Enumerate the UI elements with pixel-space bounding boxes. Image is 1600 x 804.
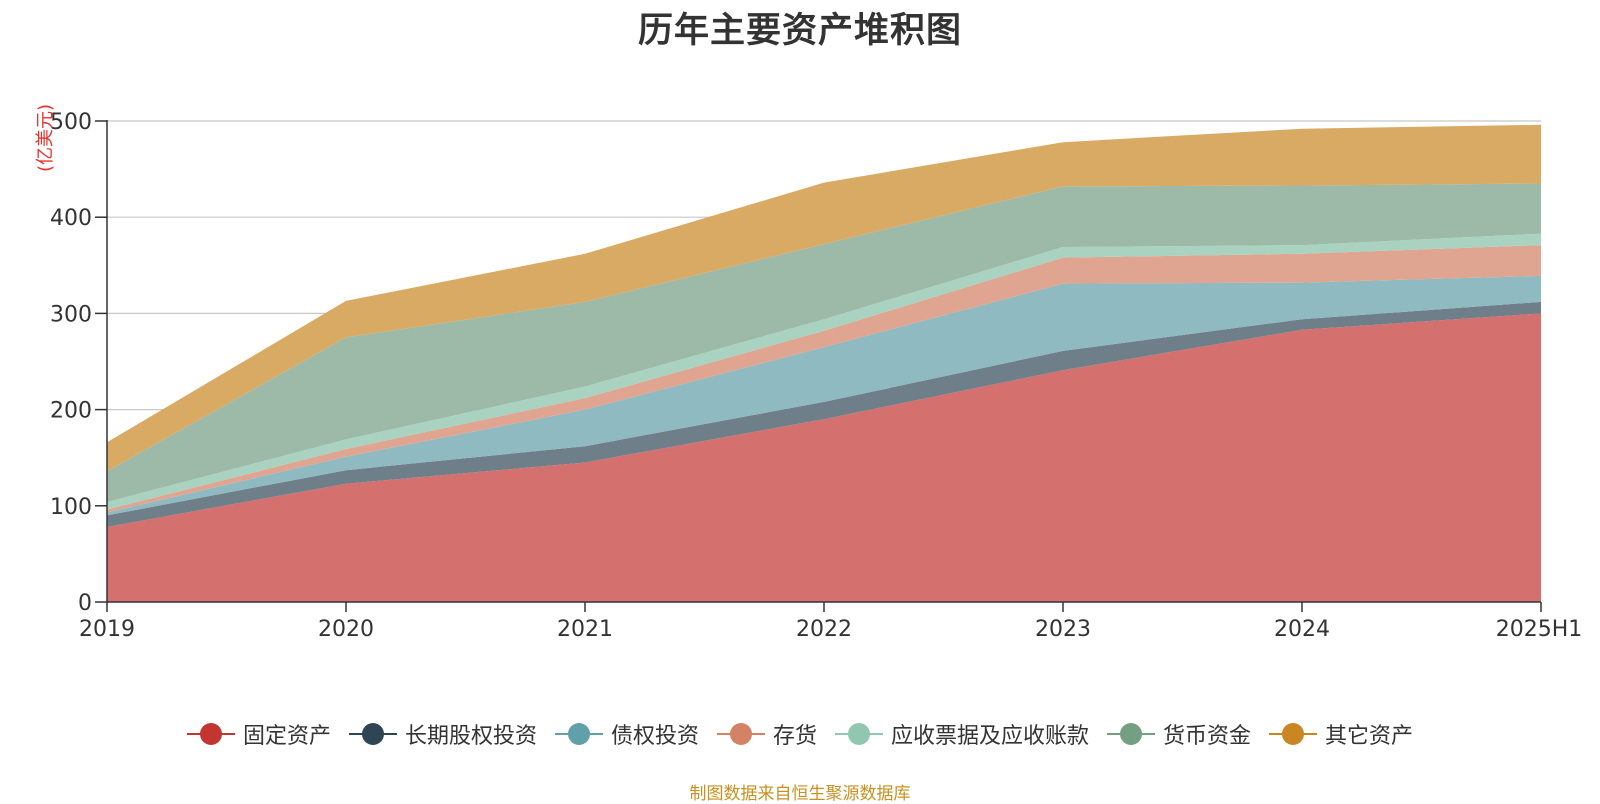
x-tick-label: 2022 [796,617,852,642]
y-axis-unit-label: (亿美元) [35,104,56,172]
y-tick-label: 300 [50,302,92,327]
legend-item-4[interactable]: 应收票据及应收账款 [835,718,1089,750]
legend-marker-icon [554,722,603,746]
legend-item-1[interactable]: 长期股权投资 [348,718,537,750]
legend-label: 固定资产 [242,724,331,749]
legend-marker-icon [348,722,397,746]
y-tick-label: 0 [78,591,92,616]
legend-item-5[interactable]: 货币资金 [1107,718,1251,750]
legend-label: 应收票据及应收账款 [891,724,1090,749]
legend-marker-icon [186,722,235,746]
legend-item-3[interactable]: 存货 [716,718,817,750]
area-series-0[interactable] [107,313,1541,602]
y-tick-label: 100 [50,495,92,520]
x-tick-label: 2020 [318,617,374,642]
legend-marker-icon [1107,722,1156,746]
x-tick-label: 2024 [1274,617,1330,642]
area-series [107,124,1541,602]
area-series-2[interactable] [107,275,1541,516]
legend-marker-icon [716,722,765,746]
tick-labels: 0 100 200 300 400 500 2019 2020 2021 2022 2023 2024… [35,104,1582,642]
area-series-6[interactable] [107,124,1541,472]
legend-label: 存货 [772,724,817,749]
legend-label: 其它资产 [1325,724,1414,749]
area-series-1[interactable] [107,301,1541,527]
area-series-3[interactable] [107,245,1541,513]
axes [95,120,1542,612]
legend-label: 货币资金 [1163,724,1252,749]
legend-label: 债权投资 [610,724,699,749]
legend-item-6[interactable]: 其它资产 [1269,718,1413,750]
area-series-5[interactable] [107,183,1541,503]
legend-item-2[interactable]: 债权投资 [554,718,699,750]
legend-marker-icon [835,722,883,746]
x-tick-label: 2023 [1035,617,1091,642]
chart-title: 历年主要资产堆积图 [637,11,962,51]
y-tick-label: 400 [50,206,92,231]
legend-label: 长期股权投资 [404,724,537,749]
x-tick-label: 2019 [79,617,135,642]
legend-marker-icon [1269,722,1318,746]
y-tick-label: 200 [50,399,92,424]
legend-item-0[interactable]: 固定资产 [186,718,331,750]
y-tick-label: 500 [50,110,92,135]
legend: 固定资产 长期股权投资 债权投资 存货 应收票据及应收账款 货币资金 其它资产 [0,718,1600,750]
x-tick-label: 2021 [557,617,613,642]
source-note: 制图数据来自恒生聚源数据库 [689,784,911,804]
x-tick-label: 2025H1 [1496,617,1583,642]
